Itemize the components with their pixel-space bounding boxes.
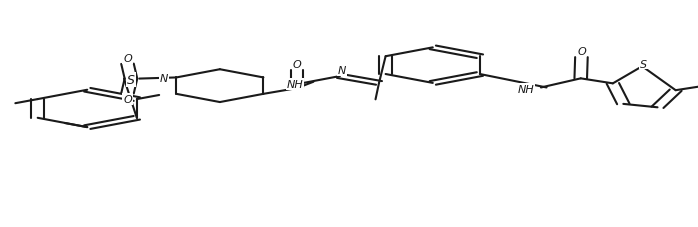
Text: O: O xyxy=(123,54,132,64)
Text: O: O xyxy=(123,95,132,105)
Text: O: O xyxy=(292,60,302,70)
Text: NH: NH xyxy=(517,84,534,94)
Text: O: O xyxy=(577,47,586,57)
Text: N: N xyxy=(160,74,168,84)
Text: N: N xyxy=(338,66,346,76)
Text: NH: NH xyxy=(287,80,304,90)
Text: S: S xyxy=(640,59,647,69)
Text: S: S xyxy=(127,73,135,86)
